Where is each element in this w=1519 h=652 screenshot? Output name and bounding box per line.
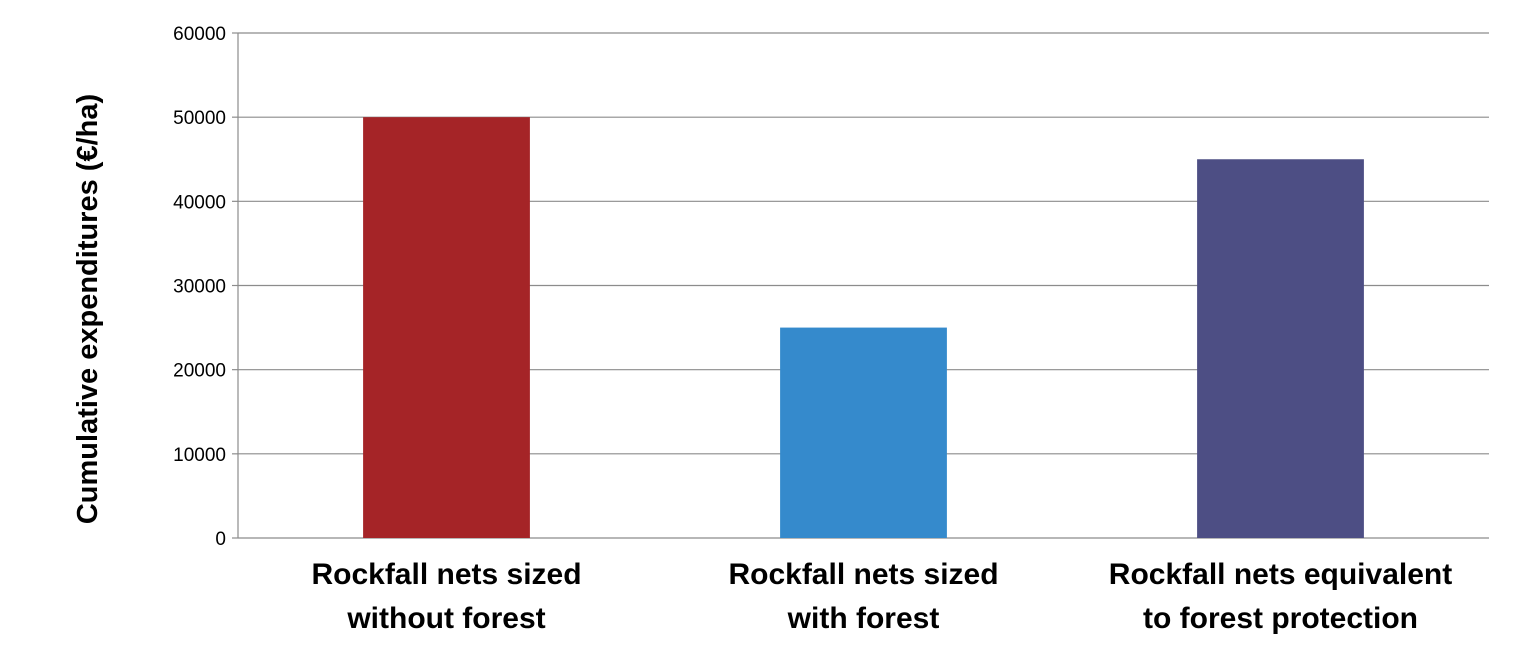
y-tick-label: 60000	[173, 24, 226, 45]
category-label-1: Rockfall nets sized without forest	[311, 558, 581, 635]
y-tick-label: 20000	[173, 361, 226, 382]
y-tick-labels: 0 10000 20000 30000 40000 50000 60000	[173, 24, 226, 550]
y-tick-label: 10000	[173, 445, 226, 466]
category-label-2: Rockfall nets sized with forest	[728, 558, 998, 635]
bar-2	[780, 327, 947, 538]
bars	[363, 117, 1364, 539]
y-tick-label: 40000	[173, 192, 226, 213]
y-tick-label: 30000	[173, 277, 226, 298]
bar-3	[1197, 159, 1364, 538]
y-tick-label: 0	[215, 529, 226, 550]
y-axis-title: Cumulative expenditures (€/ha)	[72, 94, 104, 524]
bar-1	[363, 117, 530, 539]
y-tick-label: 50000	[173, 108, 226, 129]
category-label-3: Rockfall nets equivalent to forest protec…	[1109, 558, 1452, 635]
category-labels: Rockfall nets sized without forest Rockfal…	[311, 558, 1452, 635]
